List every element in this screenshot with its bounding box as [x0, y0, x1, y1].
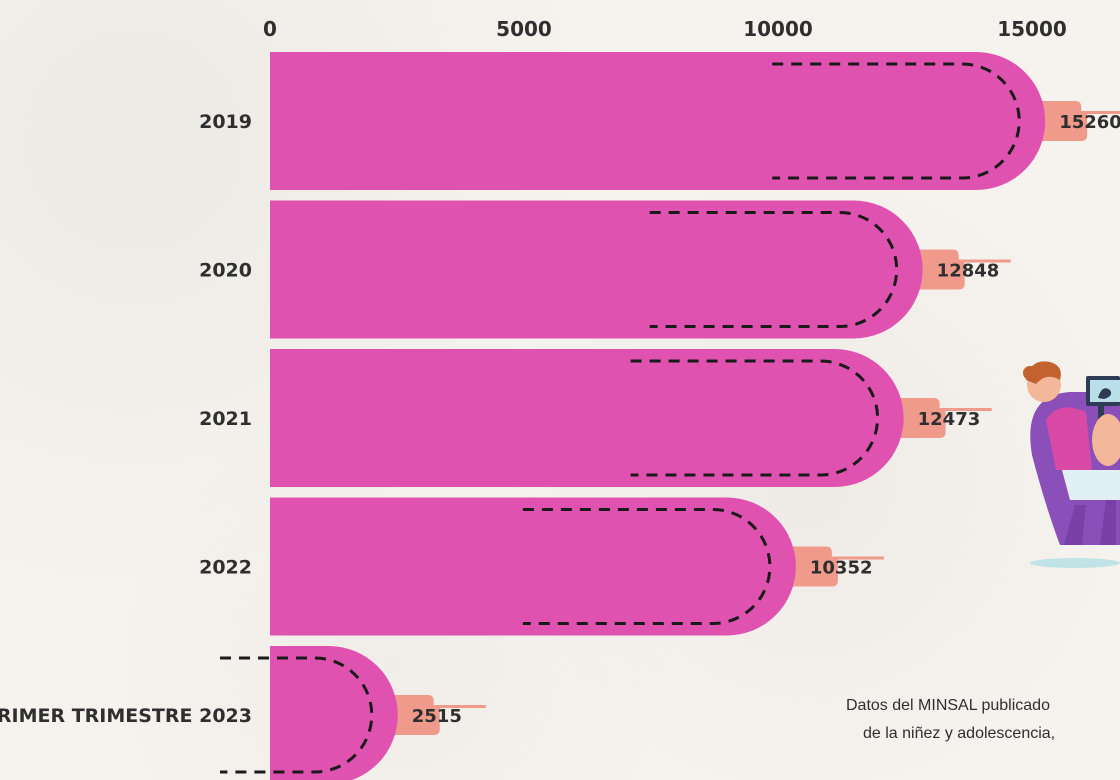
category-label: 2019: [199, 111, 252, 133]
category-label: 2021: [199, 408, 252, 430]
x-axis-ticks: 0 5000 10000 15000: [263, 17, 1067, 41]
bar-group: 10352 2022: [199, 498, 884, 636]
value-label: 12473: [918, 409, 981, 430]
category-label: PRIMER TRIMESTRE 2023: [0, 705, 252, 727]
source-note-line-2: de la niñez y adolescencia,: [846, 720, 1120, 748]
pregnant-woman-ultrasound-icon: [1023, 361, 1120, 568]
x-tick-label: 15000: [997, 17, 1067, 41]
x-tick-label: 0: [263, 17, 277, 41]
bar: [270, 646, 398, 780]
x-tick-label: 10000: [743, 17, 813, 41]
bar: [270, 498, 796, 636]
bar-group: 12473 2021: [199, 349, 992, 487]
bar: [270, 52, 1045, 190]
source-note: Datos del MINSAL publicado de la niñez y…: [846, 692, 1120, 748]
bar-group: 12848 2020: [199, 201, 1011, 339]
bars: 15260 2019 12848 2020 12473 2021 10352 2022 2515…: [0, 52, 1120, 780]
bar-group: 15260 2019: [199, 52, 1120, 190]
bar: [270, 201, 923, 339]
category-label: 2020: [199, 260, 252, 282]
x-tick-label: 5000: [496, 17, 552, 41]
value-label: 2515: [412, 706, 462, 727]
bar: [270, 349, 904, 487]
source-note-line-1: Datos del MINSAL publicado: [846, 692, 1120, 720]
category-label: 2022: [199, 557, 252, 579]
bar-group: 2515 PRIMER TRIMESTRE 2023: [0, 646, 486, 780]
value-label: 15260: [1059, 112, 1120, 133]
value-label: 12848: [937, 261, 1000, 282]
value-label: 10352: [810, 558, 873, 579]
